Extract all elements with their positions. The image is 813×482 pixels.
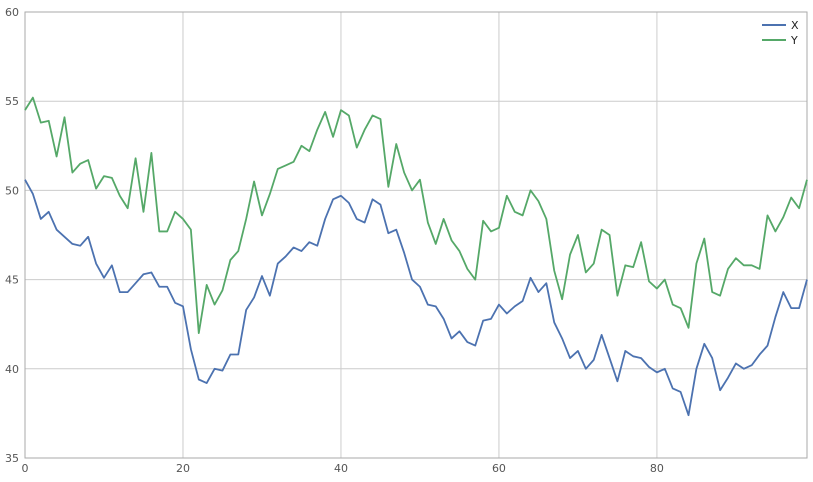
x-tick-label: 0 [22,462,29,475]
series-line-x [24,179,808,417]
y-tick-label: 35 [5,452,19,465]
x-tick-label: 60 [492,462,506,475]
series-lines [24,96,808,417]
legend-label-x: X [791,19,799,32]
x-tick-label: 20 [176,462,190,475]
legend-label-y: Y [790,34,798,47]
plot-frame [24,11,808,459]
y-tick-label: 40 [5,363,19,376]
grid [24,11,807,459]
legend: XY [762,19,799,47]
y-tick-label: 55 [5,95,19,108]
y-tick-label: 45 [5,274,19,287]
series-line-y [24,96,808,335]
tick-labels: 0 20 40 60 80 35 40 45 50 55 60 [5,6,664,475]
x-tick-label: 40 [334,462,348,475]
x-tick-label: 80 [650,462,664,475]
y-tick-label: 50 [5,184,19,197]
y-tick-label: 60 [5,6,19,19]
